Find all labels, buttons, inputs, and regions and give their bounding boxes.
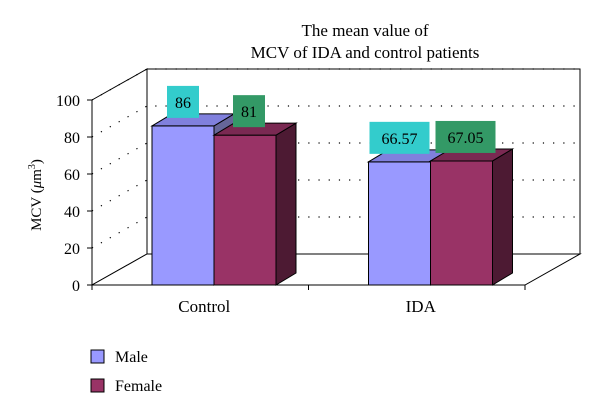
chart-title-line-1: The mean value of [302, 21, 429, 40]
data-label-control-male: 86 [175, 95, 191, 112]
x-category-label-ida: IDA [406, 297, 437, 316]
x-category-label-control: Control [178, 297, 230, 316]
gridline-40 [91, 179, 580, 212]
chart-title-line-2: MCV of IDA and control patients [251, 43, 480, 62]
bar-front-control-female [213, 134, 277, 286]
data-label-ida-male: 66.57 [382, 131, 418, 148]
bar-front-ida-male [368, 161, 431, 286]
y-tick-label-0: 0 [72, 278, 80, 295]
y-tick-label-60: 60 [64, 167, 80, 184]
gridline-20 [91, 216, 580, 249]
legend-label-female: Female [115, 378, 162, 395]
bar-side-ida-female [492, 148, 513, 286]
left-wall [91, 68, 148, 286]
legend-swatch-male [90, 349, 105, 364]
legend-swatch-female [90, 378, 105, 393]
y-tick-label-80: 80 [64, 130, 80, 147]
gridline-80 [91, 105, 580, 138]
data-label-bg-control-female [233, 95, 265, 128]
gridline-60 [91, 142, 580, 175]
data-label-bg-ida-male [369, 121, 430, 154]
y-tick-label-20: 20 [64, 241, 80, 258]
legend-label-male: Male [115, 349, 148, 366]
gridline-100 [91, 68, 580, 101]
y-tick-label-40: 40 [64, 204, 80, 221]
bar-front-ida-female [430, 160, 493, 286]
legend-item-female: Female [90, 378, 162, 395]
data-label-ida-female: 67.05 [448, 130, 484, 147]
bar-side-control-female [275, 122, 297, 286]
legend: Male Female [90, 349, 162, 395]
y-axis-label: MCV (μm3) [27, 159, 45, 231]
data-label-bg-ida-female [435, 120, 496, 153]
plot-area: 0 20 40 60 80 100 86 81 Control 66.57 67.05 IDA [56, 68, 582, 316]
data-label-control-female: 81 [241, 104, 257, 121]
bar-front-control-male [151, 125, 215, 286]
y-tick-label-100: 100 [56, 93, 80, 110]
chart-title: The mean value of MCV of IDA and control… [251, 21, 480, 62]
legend-item-male: Male [90, 349, 148, 366]
data-label-bg-control-male [167, 85, 199, 118]
